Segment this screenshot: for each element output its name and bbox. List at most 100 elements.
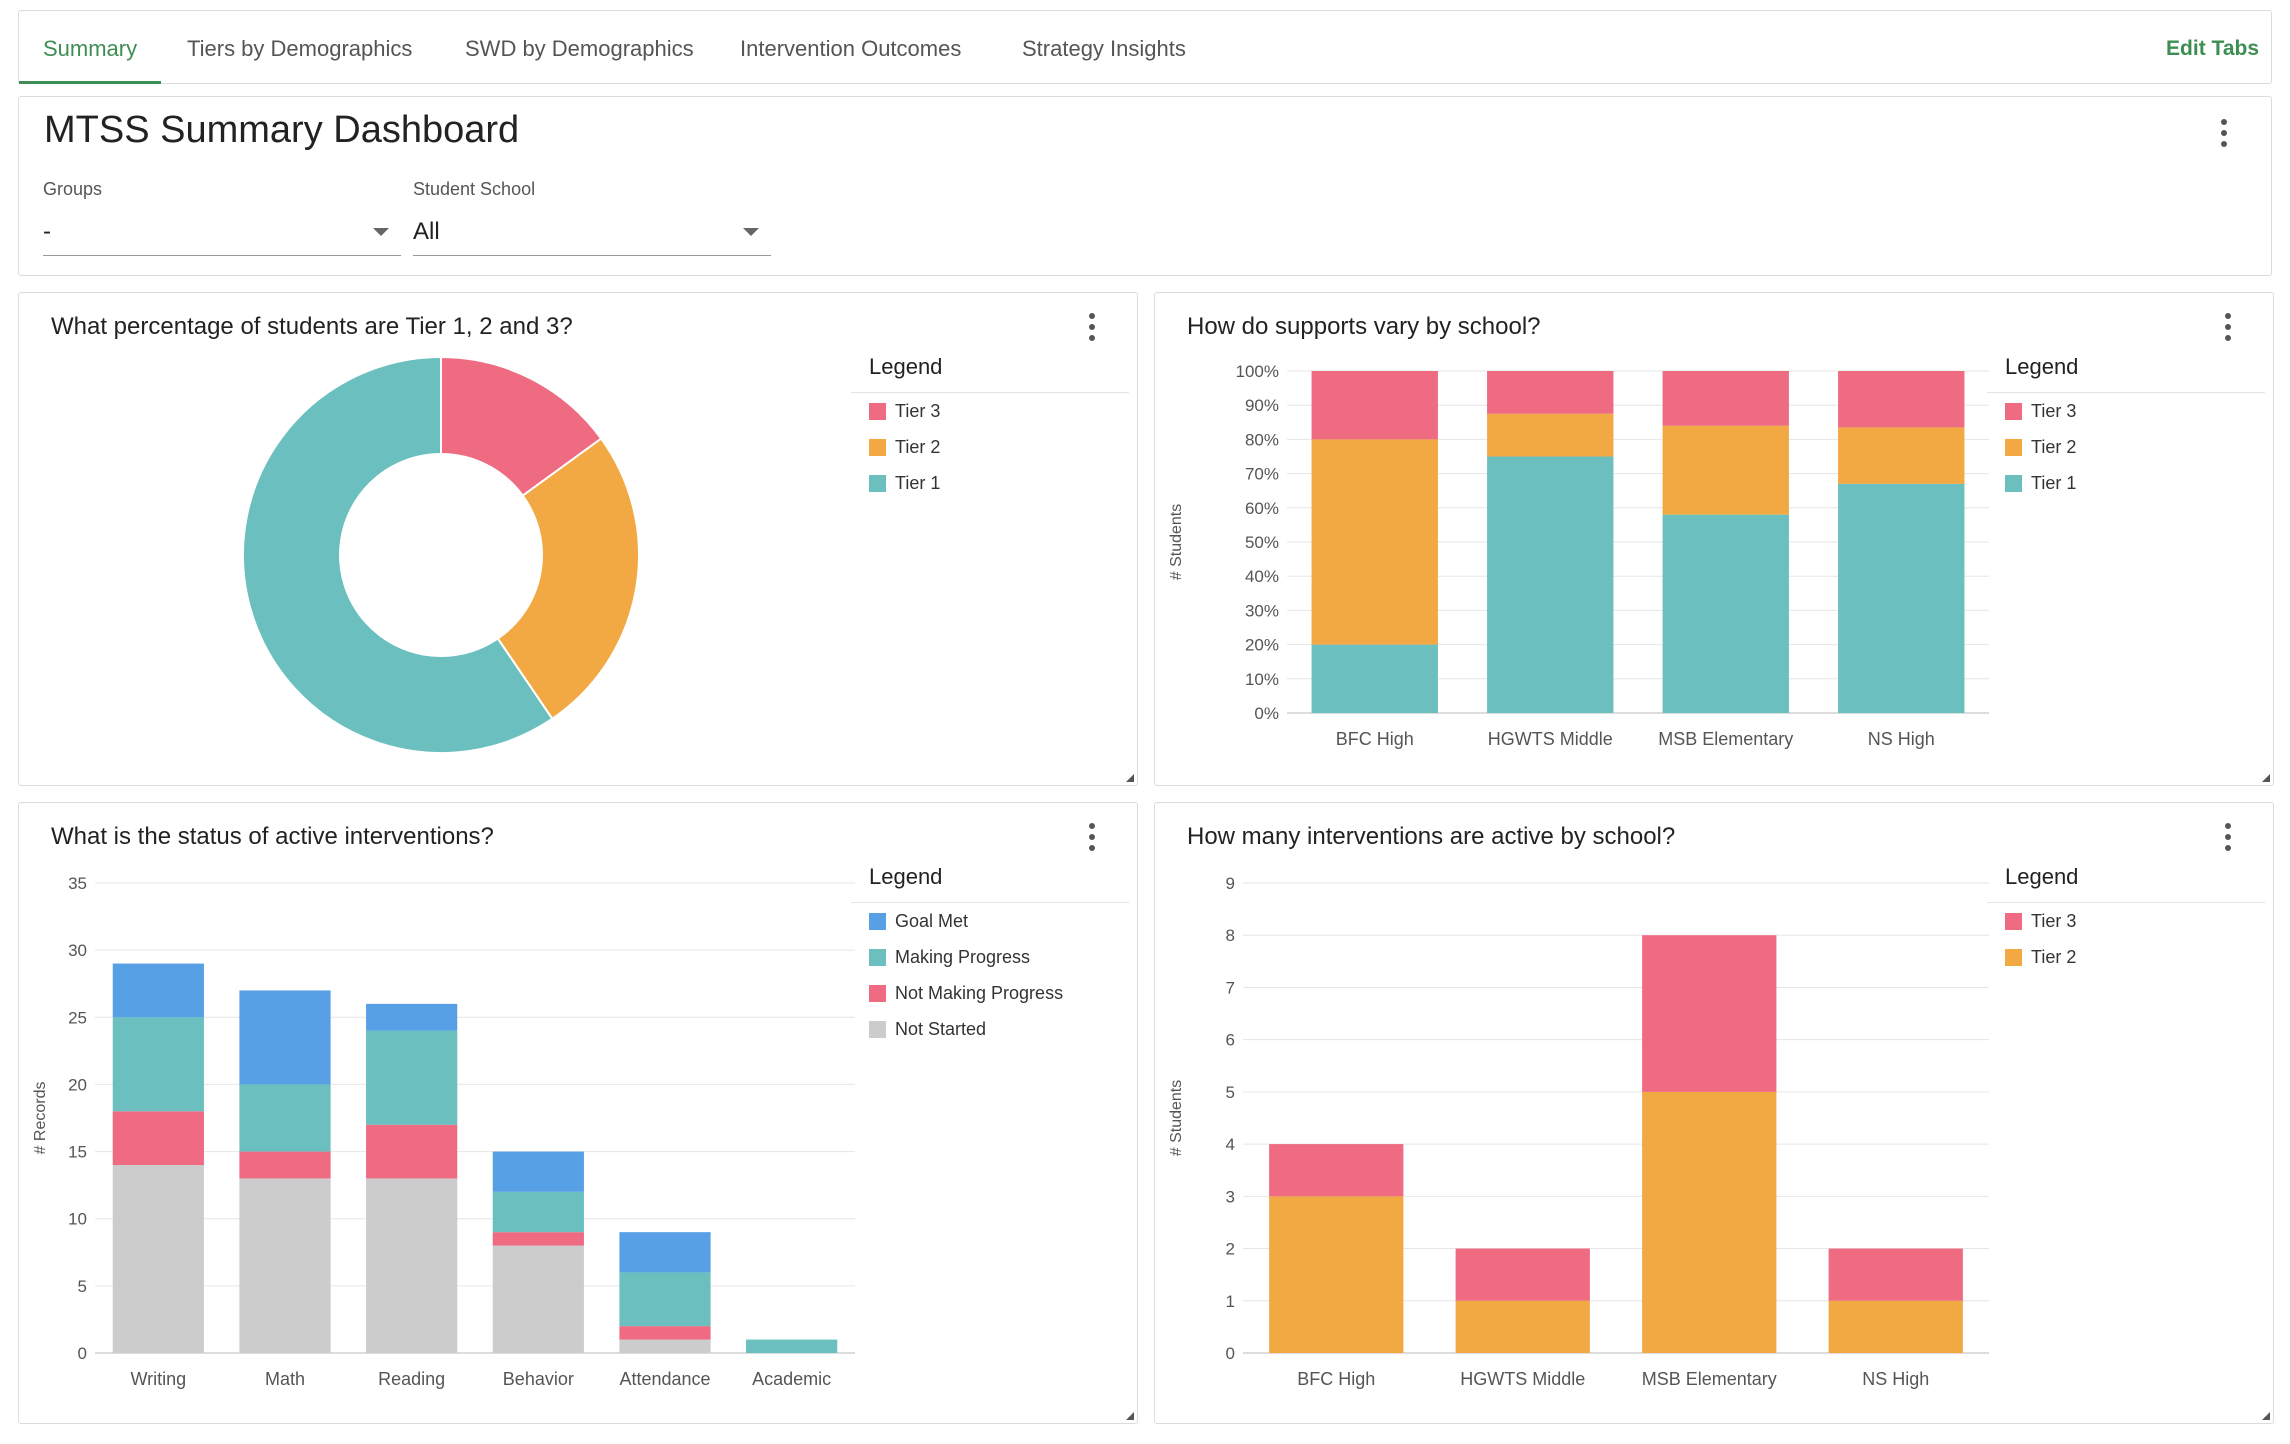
x-tick-label: NS High bbox=[1862, 1369, 1929, 1389]
legend-label: Tier 2 bbox=[2031, 437, 2077, 457]
bar-hgwts-middle-tier-3 bbox=[1487, 371, 1614, 414]
bar-reading-not-started bbox=[366, 1178, 458, 1353]
bar-math-not-started bbox=[239, 1178, 331, 1353]
legend-item-tier-1[interactable]: Tier 1 bbox=[1987, 465, 2265, 501]
legend-item-goal-met[interactable]: Goal Met bbox=[851, 903, 1129, 939]
legend-item-tier-1[interactable]: Tier 1 bbox=[851, 465, 1129, 501]
legend-title: Legend bbox=[851, 857, 1129, 903]
bar-behavior-making-progress bbox=[492, 1191, 584, 1233]
y-tick-label: 70% bbox=[1245, 465, 1279, 484]
bar-behavior-goal-met bbox=[492, 1151, 584, 1192]
y-tick-label: 0 bbox=[78, 1344, 87, 1363]
tab-intervention-outcomes[interactable]: Intervention Outcomes bbox=[740, 36, 962, 61]
x-tick-label: Academic bbox=[752, 1369, 831, 1389]
legend-item-tier-2[interactable]: Tier 2 bbox=[1987, 939, 2265, 975]
supports-panel-more-icon[interactable] bbox=[2213, 307, 2243, 347]
school-filter: Student School All bbox=[413, 179, 771, 256]
legend-title: Legend bbox=[851, 347, 1129, 393]
edit-tabs-button[interactable]: Edit Tabs bbox=[2166, 37, 2259, 60]
bar-math-making-progress bbox=[239, 1084, 331, 1152]
status-panel-title: What is the status of active interventio… bbox=[51, 823, 494, 850]
resize-handle[interactable] bbox=[1126, 1412, 1134, 1420]
bar-ns-high-tier-1 bbox=[1838, 483, 1965, 713]
bar-ns-high-tier-3 bbox=[1828, 1248, 1963, 1301]
y-tick-label: 35 bbox=[68, 874, 87, 893]
status-bar-chart: 0 5 10 15 20 25 30 35 # Records Writing Math Readin… bbox=[32, 874, 855, 1389]
y-tick-label: 25 bbox=[68, 1008, 87, 1027]
bar-ns-high-tier-2 bbox=[1838, 427, 1965, 484]
bar-behavior-not-making-progress bbox=[492, 1232, 584, 1246]
y-tick-label: 1 bbox=[1226, 1292, 1235, 1311]
school-value: All bbox=[413, 218, 440, 245]
tab-bar: Summary Tiers by Demographics SWD by Dem… bbox=[18, 10, 2272, 84]
y-tick-label: 10 bbox=[68, 1210, 87, 1229]
legend-swatch bbox=[2005, 949, 2022, 966]
supports-panel: How do supports vary by school? 0% 10% 20%… bbox=[1154, 292, 2274, 786]
resize-handle[interactable] bbox=[2262, 774, 2270, 782]
tab-summary[interactable]: Summary bbox=[18, 11, 162, 84]
resize-handle[interactable] bbox=[1126, 774, 1134, 782]
supports-panel-title: How do supports vary by school? bbox=[1187, 313, 1541, 340]
bar-hgwts-middle-tier-3 bbox=[1455, 1248, 1590, 1301]
legend-item-tier-3[interactable]: Tier 3 bbox=[1987, 393, 2265, 429]
legend-label: Tier 1 bbox=[895, 473, 941, 493]
y-tick-label: 90% bbox=[1245, 396, 1279, 415]
page-title: MTSS Summary Dashboard bbox=[44, 109, 520, 151]
header-more-icon[interactable] bbox=[2209, 113, 2239, 153]
legend-swatch bbox=[869, 913, 886, 930]
legend-label: Tier 3 bbox=[2031, 911, 2077, 931]
legend-swatch bbox=[869, 403, 886, 420]
bar-hgwts-middle-tier-2 bbox=[1455, 1300, 1590, 1353]
x-tick-label: HGWTS Middle bbox=[1488, 729, 1613, 749]
y-tick-label: 5 bbox=[78, 1277, 87, 1296]
bar-msb-elementary-tier-2 bbox=[1642, 1091, 1777, 1353]
legend-item-not-started[interactable]: Not Started bbox=[851, 1011, 1129, 1047]
tab-strategy-insights[interactable]: Strategy Insights bbox=[1022, 36, 1186, 61]
tab-tiers-by-demographics[interactable]: Tiers by Demographics bbox=[187, 36, 413, 61]
resize-handle[interactable] bbox=[2262, 1412, 2270, 1420]
x-tick-label: Behavior bbox=[503, 1369, 574, 1389]
legend-label: Goal Met bbox=[895, 911, 969, 931]
bar-bfc-high-tier-3 bbox=[1311, 371, 1438, 440]
legend-item-tier-3[interactable]: Tier 3 bbox=[851, 393, 1129, 429]
bar-msb-elementary-tier-1 bbox=[1662, 514, 1789, 713]
y-tick-label: 15 bbox=[68, 1143, 87, 1162]
active-panel: How many interventions are active by sch… bbox=[1154, 802, 2274, 1424]
legend-label: Tier 2 bbox=[895, 437, 941, 457]
active-panel-title: How many interventions are active by sch… bbox=[1187, 823, 1676, 850]
legend-label: Tier 2 bbox=[2031, 947, 2077, 967]
bar-ns-high-tier-2 bbox=[1828, 1300, 1963, 1353]
bar-ns-high-tier-3 bbox=[1838, 371, 1965, 428]
tiers-panel-more-icon[interactable] bbox=[1077, 307, 1107, 347]
groups-value: - bbox=[43, 218, 51, 245]
y-tick-label: 50% bbox=[1245, 533, 1279, 552]
groups-select[interactable]: - bbox=[43, 212, 401, 256]
legend-item-making-progress[interactable]: Making Progress bbox=[851, 939, 1129, 975]
legend-item-tier-3[interactable]: Tier 3 bbox=[1987, 903, 2265, 939]
legend-item-not-making-progress[interactable]: Not Making Progress bbox=[851, 975, 1129, 1011]
school-select[interactable]: All bbox=[413, 212, 771, 256]
bar-msb-elementary-tier-3 bbox=[1642, 935, 1777, 1092]
tab-swd-by-demographics[interactable]: SWD by Demographics bbox=[465, 36, 694, 61]
x-tick-label: Reading bbox=[378, 1369, 445, 1389]
bar-reading-goal-met bbox=[366, 1003, 458, 1031]
y-tick-label: 20% bbox=[1245, 636, 1279, 655]
dashboard-header: MTSS Summary Dashboard Groups - Student … bbox=[18, 96, 2272, 276]
bar-msb-elementary-tier-3 bbox=[1662, 371, 1789, 426]
legend-item-tier-2[interactable]: Tier 2 bbox=[851, 429, 1129, 465]
status-panel-more-icon[interactable] bbox=[1077, 817, 1107, 857]
bar-attendance-making-progress bbox=[619, 1272, 711, 1327]
legend-item-tier-2[interactable]: Tier 2 bbox=[1987, 429, 2265, 465]
bar-writing-goal-met bbox=[112, 963, 204, 1018]
active-panel-more-icon[interactable] bbox=[2213, 817, 2243, 857]
x-tick-label: BFC High bbox=[1336, 729, 1414, 749]
bar-math-goal-met bbox=[239, 990, 331, 1085]
status-legend: Legend Goal Met Making Progress Not Maki… bbox=[851, 857, 1129, 1047]
y-tick-label: 0 bbox=[1226, 1344, 1235, 1363]
bar-reading-not-making-progress bbox=[366, 1124, 458, 1179]
tiers-legend: Legend Tier 3 Tier 2 Tier 1 bbox=[851, 347, 1129, 501]
bar-hgwts-middle-tier-2 bbox=[1487, 413, 1614, 457]
x-tick-label: HGWTS Middle bbox=[1460, 1369, 1585, 1389]
bar-writing-not-making-progress bbox=[112, 1111, 204, 1165]
x-tick-label: BFC High bbox=[1297, 1369, 1375, 1389]
